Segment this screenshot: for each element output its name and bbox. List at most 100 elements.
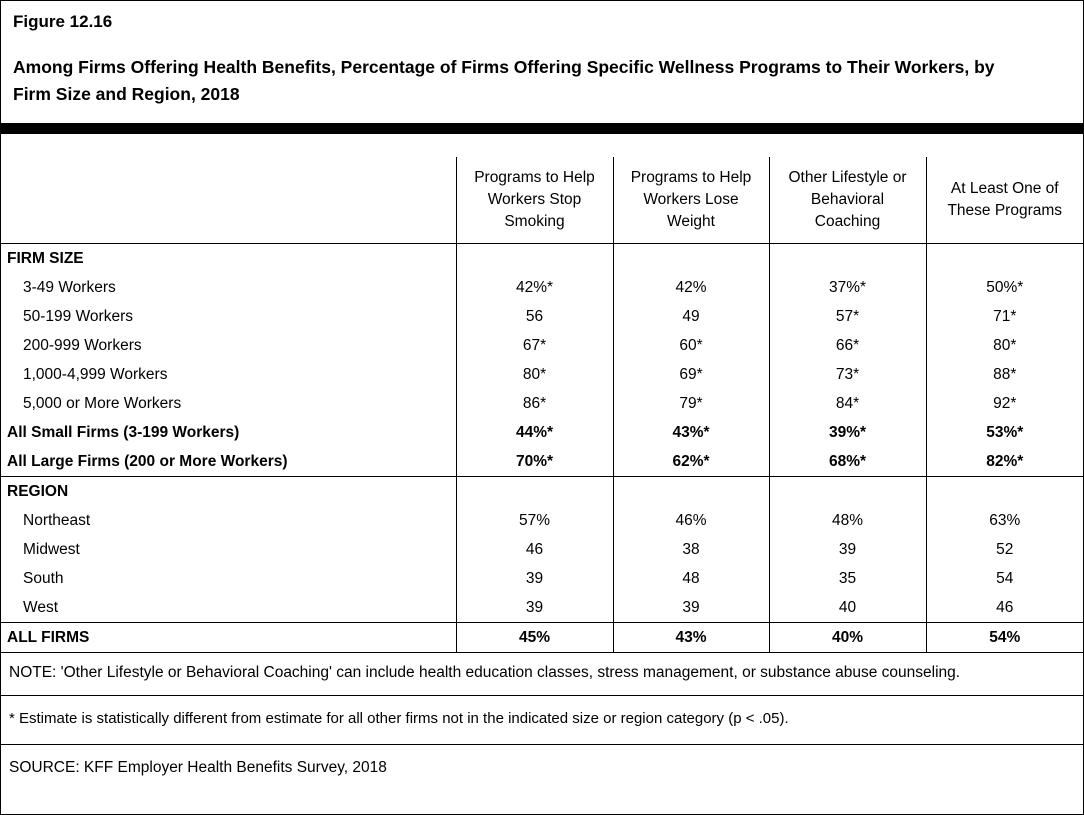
title-divider-bar [1,123,1083,134]
table-cell: 57% [455,506,613,535]
row-label: 1,000-4,999 Workers [23,365,168,383]
table-cell: 71* [925,302,1083,331]
column-header: Other Lifestyle or Behavioral Coaching [768,157,926,244]
figure-title: Among Firms Offering Health Benefits, Pe… [13,57,995,104]
table-cell: 40% [768,622,926,653]
table-row: All Large Firms (200 or More Workers) 70%… [1,447,1083,477]
table-cell: 63% [925,506,1083,535]
table-cell: 44%* [455,418,613,447]
table-cell: 46 [925,593,1083,623]
table-cell: 92* [925,389,1083,418]
table-cell: 42%* [455,273,613,302]
table-cell: 67* [455,331,613,360]
table-row: South 39 48 35 54 [1,564,1083,593]
table-cell: 38 [612,535,769,564]
table-row: ALL FIRMS 45% 43% 40% 54% [1,622,1083,653]
column-header: At Least One of These Programs [925,157,1083,244]
table-cell: 79* [612,389,769,418]
table-cell: 73* [768,360,926,389]
table-row: 5,000 or More Workers 86* 79* 84* 92* [1,389,1083,418]
table-row: 3-49 Workers 42%* 42% 37%* 50%* [1,273,1083,302]
table-cell: 70%* [455,447,613,477]
table-cell: 35 [768,564,926,593]
table-body: FIRM SIZE 3-49 Workers 42%* 42% 37%* 50%* 50-1… [1,243,1083,653]
table-cell: 43% [612,622,769,653]
table-cell: 39 [768,535,926,564]
table-cell: 86* [455,389,613,418]
footnote-text: * Estimate is statistically different fr… [9,710,789,727]
table-row: All Small Firms (3-199 Workers) 44%* 43%* 3… [1,418,1083,447]
table-cell: 68%* [768,447,926,477]
section-divider [1,695,1083,696]
row-label: South [23,569,64,587]
table-cell [925,476,1083,506]
table-cell: 48 [612,564,769,593]
table-cell: 46 [455,535,613,564]
section-divider [1,744,1083,745]
table-row: 1,000-4,999 Workers 80* 69* 73* 88* [1,360,1083,389]
row-label: ALL FIRMS [1,622,456,653]
table-row: Midwest 46 38 39 52 [1,535,1083,564]
table-cell: 80* [925,331,1083,360]
row-label: West [23,598,59,616]
table-cell: 39 [455,564,613,593]
table-cell: 54% [925,622,1083,653]
row-label: 3-49 Workers [23,278,116,296]
table-cell: 80* [455,360,613,389]
corner-cell [1,157,456,244]
table-cell: 53%* [925,418,1083,447]
row-label: 200-999 Workers [23,336,142,354]
figure-label: Figure 12.16 [13,12,113,31]
table-cell: 49 [612,302,769,331]
wellness-programs-table: Programs to Help Workers Stop Smoking Pro… [1,157,1083,653]
table-cell [612,476,769,506]
table-header: Programs to Help Workers Stop Smoking Pro… [1,157,1083,244]
table-cell: 52 [925,535,1083,564]
table-cell: 39 [455,593,613,623]
note-text: NOTE: 'Other Lifestyle or Behavioral Coa… [9,664,961,681]
row-label: All Large Firms (200 or More Workers) [7,452,288,470]
table-cell: 42% [612,273,769,302]
column-header: Programs to Help Workers Lose Weight [612,157,769,244]
table-cell: 50%* [925,273,1083,302]
table-cell: 40 [768,593,926,623]
row-label: All Small Firms (3-199 Workers) [7,423,240,441]
table-cell: 62%* [612,447,769,477]
table-cell [768,476,926,506]
row-label: Midwest [23,540,80,558]
table-row: 200-999 Workers 67* 60* 66* 80* [1,331,1083,360]
table-cell [612,243,769,273]
source-text: SOURCE: KFF Employer Health Benefits Sur… [9,759,387,776]
table-cell: 82%* [925,447,1083,477]
table-cell: 60* [612,331,769,360]
table-cell [455,476,613,506]
table-cell [925,243,1083,273]
table-row: 50-199 Workers 56 49 57* 71* [1,302,1083,331]
table-cell: 84* [768,389,926,418]
table-cell: 39 [612,593,769,623]
table-cell: 37%* [768,273,926,302]
table-header-row: Programs to Help Workers Stop Smoking Pro… [1,157,1083,244]
column-header: Programs to Help Workers Stop Smoking [455,157,613,244]
table-cell: 66* [768,331,926,360]
table-cell: 39%* [768,418,926,447]
table-cell: 69* [612,360,769,389]
row-label: REGION [1,476,456,506]
table-row: Northeast 57% 46% 48% 63% [1,506,1083,535]
table-cell: 88* [925,360,1083,389]
table-cell: 57* [768,302,926,331]
table-cell: 54 [925,564,1083,593]
row-label: Northeast [23,511,91,529]
table-cell: 56 [455,302,613,331]
table-cell [455,243,613,273]
table-cell: 43%* [612,418,769,447]
table-cell [768,243,926,273]
table-row: FIRM SIZE [1,243,1083,273]
table-cell: 46% [612,506,769,535]
table-cell: 48% [768,506,926,535]
row-label: 5,000 or More Workers [23,394,182,412]
table-row: West 39 39 40 46 [1,593,1083,623]
row-label: 50-199 Workers [23,307,133,325]
row-label: FIRM SIZE [1,243,456,273]
